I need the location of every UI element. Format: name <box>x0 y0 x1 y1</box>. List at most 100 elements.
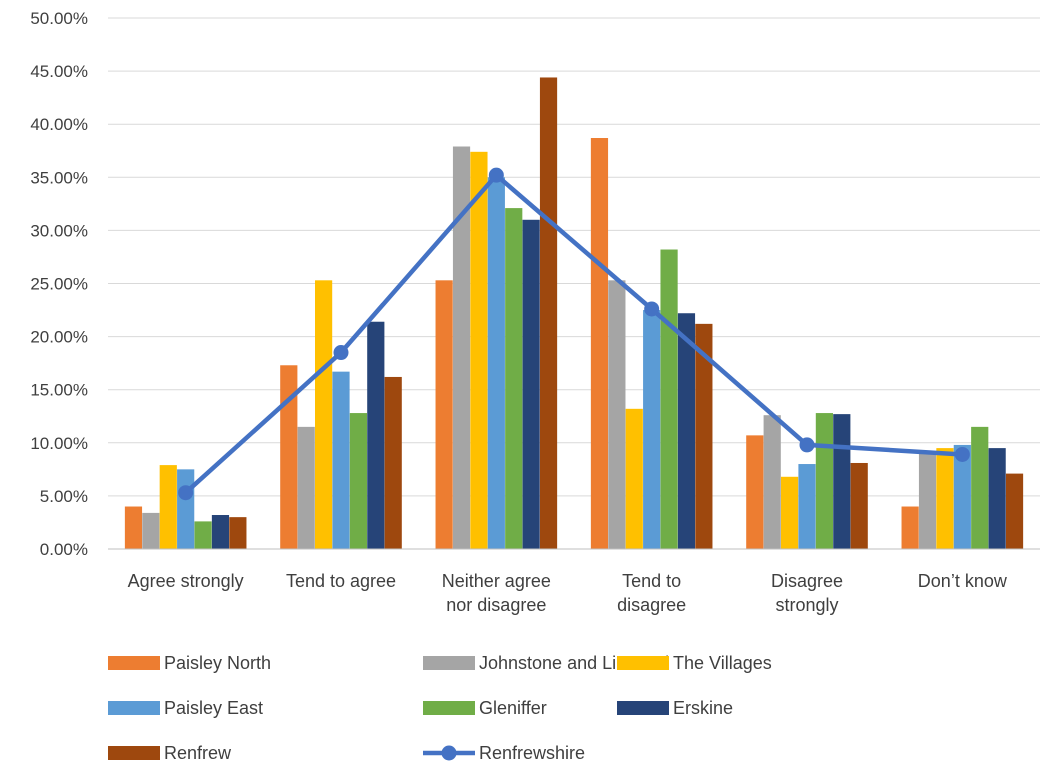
gridlines <box>108 17 1040 497</box>
bar <box>590 138 609 550</box>
bar <box>452 146 471 549</box>
legend: Paisley North Johnstone and Linwood The Vi… <box>108 653 772 763</box>
y-tick-label: 15.00% <box>30 381 88 400</box>
bar <box>936 448 954 549</box>
bar <box>177 469 195 549</box>
y-axis-tick-labels: 0.00% 5.00% 10.00% 15.00% 20.00% 25.00% 30.00%… <box>30 9 88 559</box>
bar-series <box>194 208 989 550</box>
y-tick-label: 40.00% <box>30 115 88 134</box>
line-point <box>644 301 660 317</box>
bar <box>763 415 781 549</box>
bar <box>435 280 453 549</box>
bar <box>297 426 315 549</box>
bar <box>988 448 1006 549</box>
legend-swatch <box>108 656 160 670</box>
legend-swatch <box>617 701 669 715</box>
y-tick-label: 30.00% <box>30 221 88 240</box>
bar <box>505 208 523 549</box>
bar <box>367 321 385 549</box>
legend-swatch <box>108 701 160 715</box>
bar <box>608 280 626 549</box>
bar <box>677 313 696 549</box>
line-series <box>178 167 970 501</box>
legend-item: The Villages <box>617 653 772 673</box>
bar <box>349 413 367 549</box>
line-point <box>799 437 815 453</box>
bar <box>315 280 333 549</box>
legend-swatch <box>617 656 669 670</box>
legend-item: Renfrew <box>108 743 232 763</box>
bar <box>211 515 230 549</box>
bar <box>332 371 350 549</box>
y-tick-label: 20.00% <box>30 328 88 347</box>
bar-series <box>229 77 1024 550</box>
bar <box>142 512 160 549</box>
legend-label: Erskine <box>673 698 733 718</box>
bar-series <box>142 146 937 549</box>
line-point <box>488 167 504 183</box>
x-category-label: Agree strongly <box>128 571 244 591</box>
bar <box>901 506 919 549</box>
bar <box>660 249 678 550</box>
bar <box>781 476 799 549</box>
y-tick-label: 25.00% <box>30 275 88 294</box>
line-series-path <box>183 172 965 495</box>
legend-item: Renfrewshire <box>423 743 585 763</box>
y-tick-label: 50.00% <box>30 9 88 28</box>
x-category-label: Neither agree nor disagree <box>442 571 551 615</box>
bar <box>1005 473 1024 549</box>
bar <box>695 323 713 549</box>
x-category-label: Tend to disagree <box>617 571 686 615</box>
y-tick-label: 0.00% <box>40 540 88 559</box>
bar-series <box>124 138 919 550</box>
bar <box>194 521 212 549</box>
legend-label: Renfrew <box>164 743 232 763</box>
legend-label: Paisley North <box>164 653 271 673</box>
legend-item: Paisley North <box>108 653 271 673</box>
bar <box>815 413 833 549</box>
bar <box>522 219 540 549</box>
bar-series <box>159 151 954 549</box>
legend-item: Gleniffer <box>423 698 547 718</box>
legend-label: Renfrewshire <box>479 743 585 763</box>
legend-item: Paisley East <box>108 698 263 718</box>
bar <box>798 464 816 549</box>
legend-swatch <box>423 656 475 670</box>
bar <box>625 408 643 549</box>
bar <box>539 77 558 550</box>
y-tick-label: 5.00% <box>40 487 88 506</box>
bar <box>833 414 851 549</box>
y-tick-label: 35.00% <box>30 168 88 187</box>
legend-swatch-marker <box>441 745 457 761</box>
legend-swatch <box>423 701 475 715</box>
line-point <box>954 446 970 462</box>
y-tick-label: 45.00% <box>30 62 88 81</box>
bar <box>470 151 488 549</box>
bars <box>124 77 1024 550</box>
bar <box>159 465 177 549</box>
legend-item: Erskine <box>617 698 733 718</box>
legend-swatch <box>108 746 160 760</box>
bar <box>643 310 661 549</box>
x-axis-category-labels: Agree strongly Tend to agree Neither agree… <box>128 571 1008 615</box>
bar <box>746 435 764 549</box>
bar <box>850 462 868 549</box>
bar <box>229 517 247 549</box>
bar <box>918 451 937 549</box>
bar <box>384 376 402 549</box>
bar <box>124 506 143 549</box>
y-tick-label: 10.00% <box>30 434 88 453</box>
x-category-label: Don’t know <box>918 571 1008 591</box>
bar <box>953 444 971 549</box>
legend-label: The Villages <box>673 653 772 673</box>
x-category-label: Disagree strongly <box>771 571 843 615</box>
bar <box>280 365 298 549</box>
bar-series <box>211 219 1006 549</box>
bar <box>971 426 989 549</box>
legend-label: Gleniffer <box>479 698 547 718</box>
bar <box>487 177 505 550</box>
line-point <box>333 345 349 361</box>
legend-label: Paisley East <box>164 698 263 718</box>
x-category-label: Tend to agree <box>286 571 396 591</box>
